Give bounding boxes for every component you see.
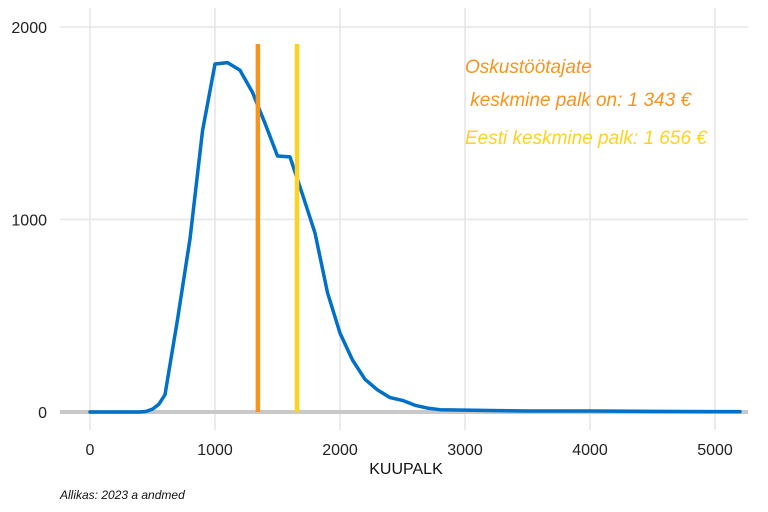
- x-tick-label-4000: 4000: [572, 442, 608, 459]
- x-tick-label-3000: 3000: [447, 442, 483, 459]
- annotation-skilled-workers-line-2: keskmine palk on: 1 343 €: [465, 90, 692, 111]
- reference-lines: [255, 44, 300, 412]
- y-tick-label-2000: 2000: [11, 20, 47, 37]
- x-axis-title: KUUPALK: [369, 461, 443, 478]
- gridlines: [60, 8, 748, 430]
- x-tick-label-0: 0: [86, 442, 95, 459]
- y-tick-label-1000: 1000: [11, 213, 47, 230]
- y-tick-label-0: 0: [38, 405, 47, 422]
- x-tick-label-1000: 1000: [197, 442, 233, 459]
- x-tick-label-5000: 5000: [697, 442, 733, 459]
- x-tick-label-2000: 2000: [322, 442, 358, 459]
- series-layer: [88, 60, 742, 414]
- x-tick-labels: 0 1000 2000 3000 4000 5000: [86, 442, 733, 459]
- series-line-0: [88, 60, 742, 414]
- source-caption: Allikas: 2023 a andmed: [59, 488, 185, 502]
- annotation-skilled-workers-line-1: Oskustöötajate: [465, 57, 592, 78]
- y-tick-labels: 0 1000 2000: [11, 20, 47, 422]
- annotation-estonia-average: Eesti keskmine palk: 1 656 €: [465, 128, 708, 149]
